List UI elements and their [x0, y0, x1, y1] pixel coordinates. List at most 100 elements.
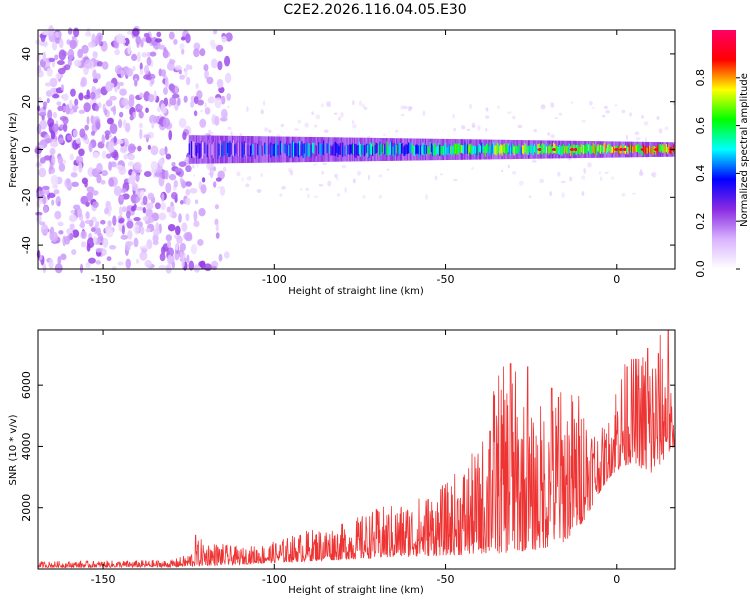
spectrogram-band-core — [304, 144, 307, 158]
spectrogram-noise-blob — [133, 161, 142, 171]
spectrogram-band-core — [405, 143, 407, 154]
spectrogram-band-core — [512, 143, 514, 153]
spectrogram-band-core — [441, 146, 443, 155]
spectrogram-halo-blob — [611, 176, 615, 180]
spectrogram-noise-blob — [174, 167, 183, 172]
spectrogram-band-core — [346, 144, 349, 155]
spectrogram-noise-blob — [190, 243, 198, 255]
spectrogram-noise-blob — [203, 63, 209, 72]
spectrogram-noise-blob — [166, 247, 175, 258]
spectrogram-noise-blob — [206, 76, 214, 85]
spectrogram-noise-blob — [149, 51, 157, 57]
spectrogram-band-core — [369, 141, 371, 154]
spectrogram-halo-blob — [352, 123, 357, 129]
spectrogram-noise-blob — [109, 95, 117, 101]
spectrogram-band-core — [494, 145, 496, 155]
spectrogram-noise-blob — [185, 165, 192, 173]
spectrogram-band-core — [376, 143, 379, 153]
spectrogram-band-core — [509, 146, 512, 156]
spectrogram-noise-blob — [42, 194, 47, 206]
spectrogram-band-core — [491, 143, 494, 154]
spectrogram-band-core — [247, 144, 249, 157]
spectrogram-band-core — [422, 142, 424, 155]
spectrogram-noise-blob — [171, 261, 176, 269]
spectrogram-noise-blob — [226, 93, 231, 101]
spectrogram-noise-blob — [71, 181, 79, 188]
spectrogram-band-core — [344, 145, 346, 157]
spectrogram-band-core — [201, 142, 204, 159]
spectrogram-halo-blob — [528, 195, 532, 199]
spectrogram-halo-blob — [307, 193, 310, 199]
spectrogram-noise-blob — [69, 232, 74, 241]
spectrogram-noise-blob — [147, 217, 155, 224]
spectrogram-halo-blob — [639, 168, 643, 174]
spectrogram-band-core — [532, 145, 535, 156]
spectrogram-band-core — [417, 145, 419, 155]
spectrogram-noise-blob — [39, 221, 46, 226]
spectrogram-noise-blob — [143, 134, 151, 139]
spectrogram-band-core — [430, 143, 433, 153]
spectrogram-noise-blob — [139, 62, 143, 71]
spectrogram-band-core — [392, 146, 394, 156]
spectrogram-band-core — [242, 144, 244, 158]
spectrogram-band-core — [355, 143, 357, 159]
spectrogram-band-core — [193, 141, 195, 158]
spectrogram-halo-blob — [466, 128, 471, 132]
spectrogram-band-core — [644, 145, 646, 155]
spectrogram-halo-blob — [512, 170, 517, 175]
spectrogram-noise-blob — [119, 88, 127, 96]
spectrogram-halo-blob — [327, 180, 332, 187]
spectrogram-halo-blob — [304, 122, 309, 128]
spectrogram-band-core — [382, 144, 385, 154]
spectrogram-band-core — [265, 143, 267, 155]
spectrogram-band-core — [427, 145, 429, 155]
spectrogram-band-core — [499, 145, 501, 155]
spectrogram-noise-blob — [101, 150, 107, 159]
spectrogram-halo-blob — [570, 101, 574, 104]
colorbar-label: Normalized spectral amplitude — [739, 73, 750, 227]
spectrogram-noise-blob — [38, 167, 47, 178]
spectrogram-band-core — [258, 140, 260, 156]
spectrogram-noise-blob — [75, 137, 81, 144]
spectrogram-band-core — [271, 145, 273, 156]
spectrogram-noise-blob — [42, 185, 50, 190]
spectrogram-noise-blob — [89, 91, 96, 100]
spectrogram-band-core — [274, 143, 277, 156]
spectrogram-band-core — [198, 142, 200, 159]
spectrogram-noise-blob — [178, 213, 182, 223]
spectrogram-band-core — [520, 147, 523, 155]
spectrogram-noise-blob — [74, 59, 82, 67]
spectrogram-noise-blob — [84, 59, 93, 70]
spectrogram-noise-blob — [126, 67, 134, 77]
spectrogram-band-core — [219, 140, 222, 157]
spectrogram-noise-blob — [182, 131, 187, 141]
spectrogram-halo-blob — [403, 105, 408, 110]
spectrogram-noise-blob — [154, 202, 161, 210]
snr-x-tick-label: -100 — [262, 573, 287, 586]
spectrogram-band-core — [514, 145, 517, 154]
spectrogram-band-core — [278, 142, 280, 158]
spectrogram-noise-blob — [166, 206, 171, 213]
spectrogram-noise-blob — [157, 106, 161, 113]
spectrogram-halo-blob — [246, 176, 252, 181]
snr-x-tick-label: -150 — [91, 573, 116, 586]
spectrogram-noise-blob — [179, 242, 186, 252]
spectrogram-band-core — [501, 145, 503, 156]
spectrogram-band-core — [283, 143, 285, 153]
spectrogram-band-core — [602, 145, 604, 154]
spectrogram-noise-blob — [127, 153, 135, 161]
snr-x-ticks: -150 -100 -50 0 — [91, 330, 620, 586]
spectrogram-noise-blob — [108, 177, 115, 187]
spectrogram-noise-blob — [57, 201, 61, 207]
spectrogram-noise-blob — [44, 82, 52, 87]
spectrogram-band-core — [507, 143, 509, 153]
spectrogram-noise-blob — [193, 220, 200, 228]
spectrogram-halo-blob — [227, 105, 230, 109]
spectrogram-noise-blob — [36, 123, 42, 135]
spectrogram-band-core — [587, 144, 590, 152]
spectrogram-noise-blob — [133, 217, 141, 222]
spectrogram-band-core — [211, 144, 213, 156]
spectrogram-halo-blob — [641, 114, 644, 119]
spectrogram-band-core — [632, 146, 634, 154]
spectrogram-halo-blob — [656, 116, 660, 120]
